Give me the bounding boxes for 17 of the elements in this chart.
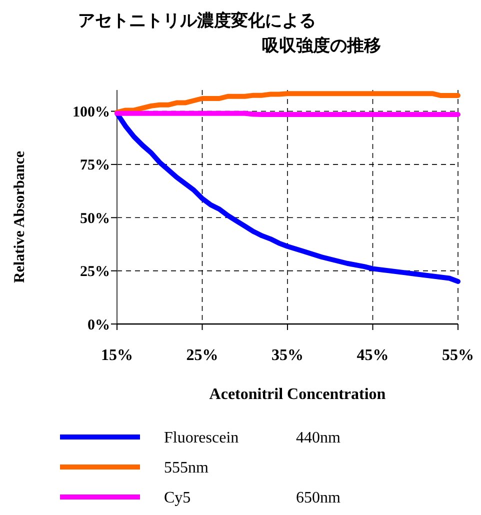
x-tick-label: 25% xyxy=(186,347,218,364)
text: Fluorescein 440nm xyxy=(164,430,340,447)
chart-title: アセトニトリル濃度変化による xyxy=(78,11,316,31)
y-tick-label: 100% xyxy=(72,104,110,121)
x-tick-label: 55% xyxy=(442,347,474,364)
y-tick-label: 25% xyxy=(80,264,110,280)
x-axis-title: Acetonitril Concentration xyxy=(209,386,386,403)
x-tick-label: 45% xyxy=(356,347,389,364)
y-axis-title: Relative Absorbance xyxy=(12,150,28,284)
text: Cy5 650nm xyxy=(164,490,340,507)
y-tick-label: 50% xyxy=(80,210,110,227)
x-tick-label: 15% xyxy=(101,347,133,364)
y-tick-label: 75% xyxy=(80,158,110,174)
x-tick-label: 35% xyxy=(272,347,304,364)
legend-label: 555nm xyxy=(164,460,209,477)
chart-subtitle: 吸収強度の推移 xyxy=(262,36,381,56)
y-tick-label: 0% xyxy=(88,317,110,334)
